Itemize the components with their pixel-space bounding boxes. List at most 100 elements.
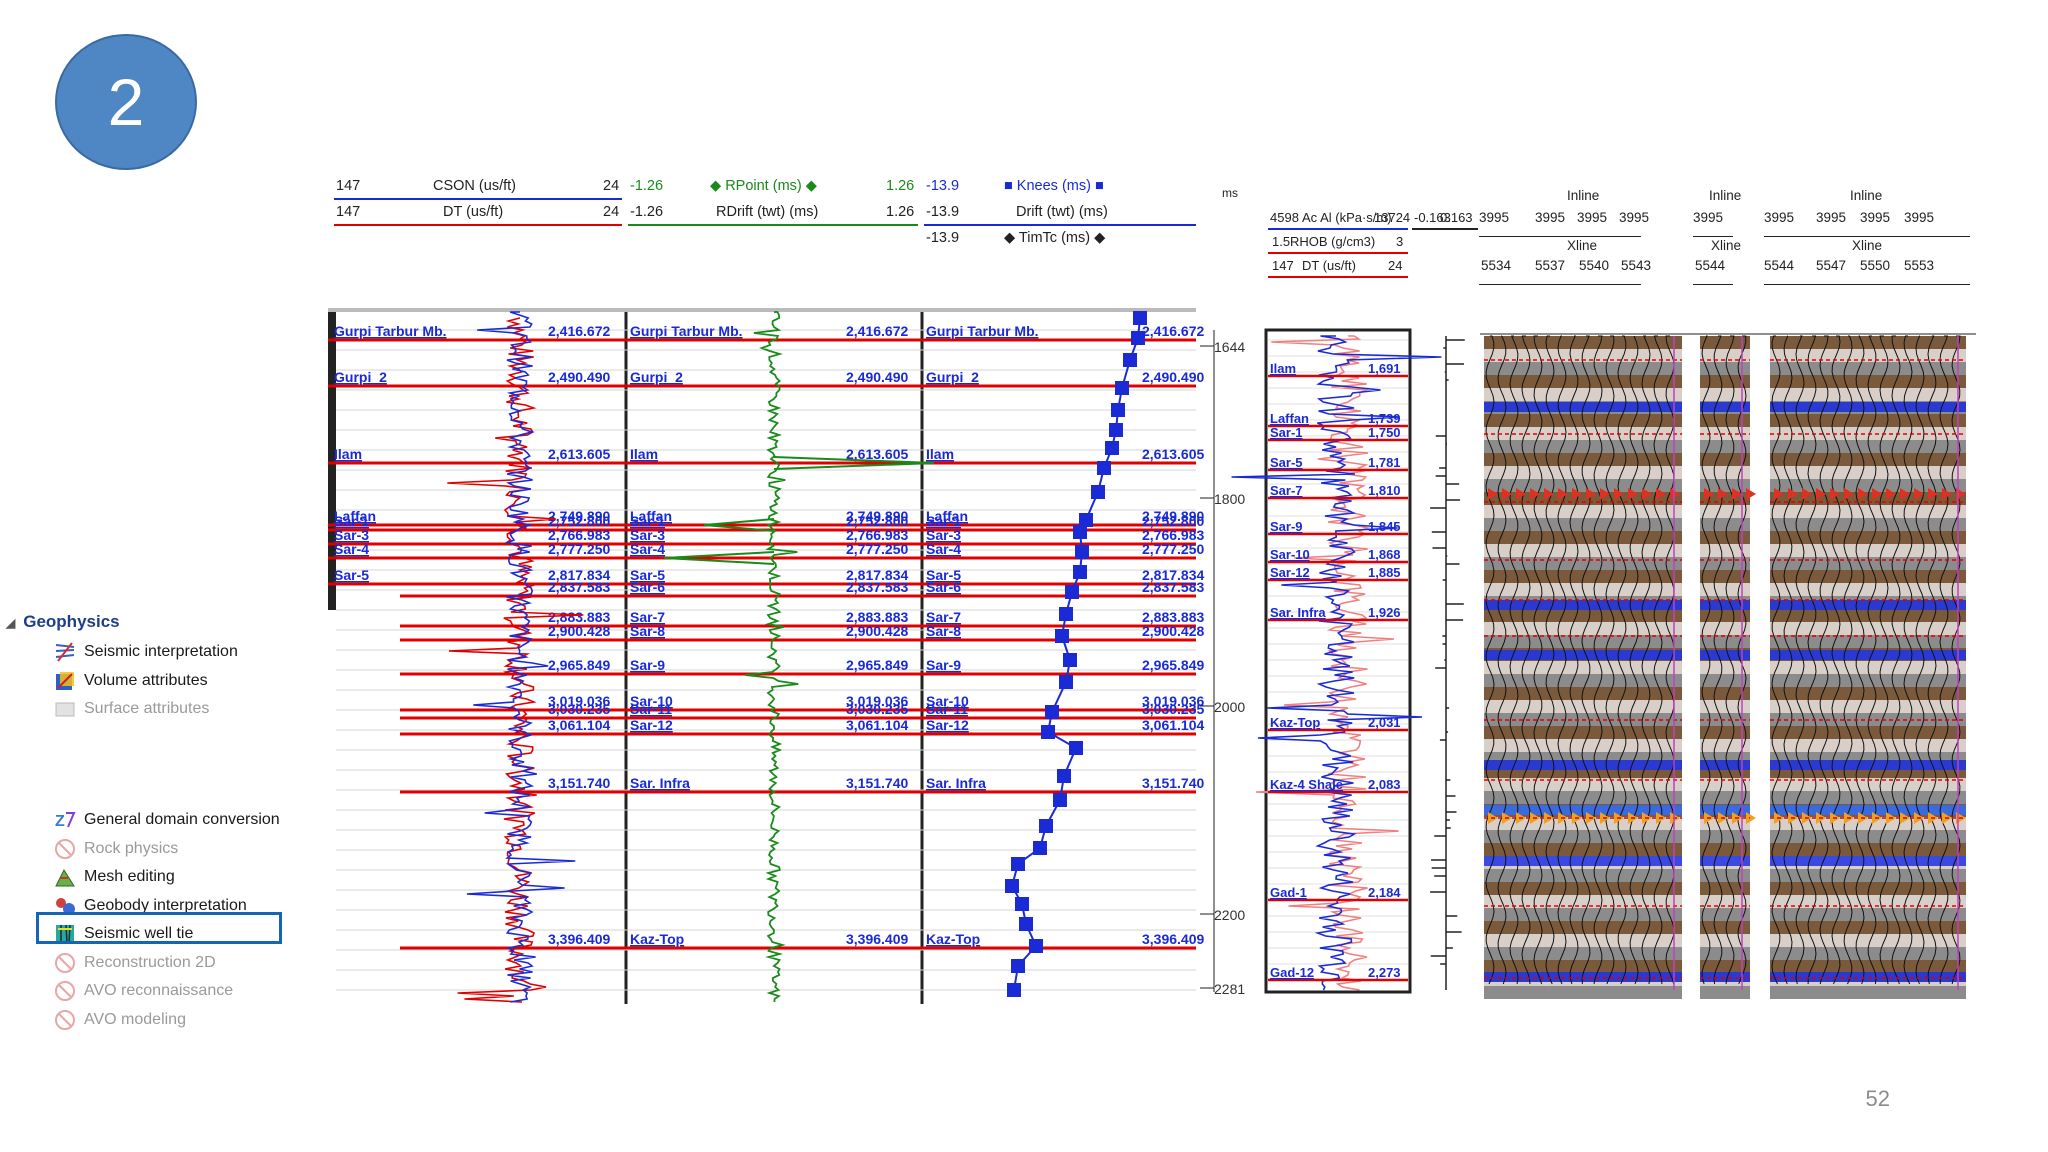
seismic-marker (1830, 488, 1840, 500)
seismic-marker (1928, 488, 1938, 500)
tree-item-rock-physics[interactable]: Rock physics (54, 836, 178, 862)
tree-item-label: Seismic interpretation (84, 643, 238, 660)
seismic-band (1484, 544, 1682, 557)
seismic-band (1700, 531, 1750, 544)
knee-point (1015, 897, 1029, 911)
well-top-name: Sar-8 (926, 623, 961, 639)
seismic-band (1700, 843, 1750, 856)
tree-item-label: AVO reconnaissance (84, 982, 234, 999)
seismic-marker (1502, 488, 1512, 500)
tree-item-avo-modeling[interactable]: AVO modeling (54, 1007, 186, 1033)
synth-top-name: Sar. Infra (1270, 605, 1326, 620)
seismic-trace (1891, 335, 1901, 985)
t3-r2-name: Drift (twt) (ms) (1016, 204, 1108, 220)
well-top-name: Sar-9 (926, 657, 961, 673)
seismic-trace (1653, 335, 1663, 985)
synth-top-name: Gad-12 (1270, 965, 1314, 980)
well-top-depth: 2,817.834 (846, 567, 908, 583)
well-top-depth: 2,749.890 (548, 508, 610, 524)
well-top-depth: 3,030.235 (846, 701, 908, 717)
tree-item-reconstruction-2d[interactable]: Reconstruction 2D (54, 950, 216, 976)
seismic-trace (1701, 335, 1711, 985)
seismic-blue-event (1700, 760, 1750, 770)
well-top-depth: 2,837.583 (1142, 579, 1204, 595)
seismic-panel-2 (1700, 335, 1756, 999)
time-unit: ms (1222, 186, 1238, 200)
seismic-band (1700, 388, 1750, 401)
tree-group-geophysics[interactable]: ◢ Geophysics (6, 612, 120, 632)
well-top-depth: 3,061.104 (846, 717, 908, 733)
well-top-name: Sar-9 (630, 657, 665, 673)
synth-r2-name: RHOB (g/cm3) (1290, 234, 1376, 249)
seismic-marker (1844, 488, 1854, 500)
tree-item-surface-attributes[interactable]: Surface attributes (54, 696, 209, 722)
seismic-band (1484, 466, 1682, 479)
tree-item-seismic-well-tie[interactable]: Seismic well tie (54, 921, 193, 947)
knee-point (1057, 769, 1071, 783)
seismic-band (1700, 622, 1750, 635)
knee-point (1073, 565, 1087, 579)
rpoint-spike (773, 456, 935, 470)
well-top-name: Laffan (334, 508, 376, 524)
synth-top-name: Ilam (1270, 361, 1296, 376)
knee-point (1033, 841, 1047, 855)
seismic-band (1484, 492, 1682, 505)
seismic-band (1484, 986, 1682, 999)
seismic-band (1770, 843, 1966, 856)
knee-point (1065, 585, 1079, 599)
well-top-depth: 3,151.740 (1142, 775, 1204, 791)
knee-point (1041, 725, 1055, 739)
seismic-blue-event (1484, 650, 1682, 660)
tree-item-geobody-interpretation[interactable]: Geobody interpretation (54, 893, 247, 919)
seismic-band (1484, 505, 1682, 518)
well-top-depth: 2,752.800 (548, 513, 610, 529)
knee-point (1007, 983, 1021, 997)
geobody-icon (54, 895, 76, 917)
well-top-name: Sar-5 (334, 567, 369, 583)
knee-point (1091, 485, 1105, 499)
knee-point (1097, 461, 1111, 475)
well-top-depth: 2,883.883 (1142, 609, 1204, 625)
svg-text:Z: Z (55, 813, 65, 830)
collapse-icon[interactable]: ◢ (6, 616, 16, 630)
knee-point (1045, 705, 1059, 719)
synth-r3-name: DT (us/ft) (1302, 258, 1356, 273)
well-top-depth: 2,749.890 (1142, 508, 1204, 524)
knee-point (1109, 423, 1123, 437)
seismic-marker (1516, 488, 1526, 500)
tree-item-volume-attributes[interactable]: Volume attributes (54, 668, 208, 694)
panel-number: 3995 (1816, 210, 1847, 225)
well-top-depth: 2,613.605 (548, 446, 610, 462)
seismic-marker (1572, 488, 1582, 500)
well-top-depth: 2,777.250 (548, 541, 610, 557)
seismic-band (1700, 518, 1750, 531)
knee-point (1105, 441, 1119, 455)
seismic-band (1484, 934, 1682, 947)
seismic-band (1700, 479, 1750, 492)
synth-r2-min: 1.5 (1272, 234, 1291, 249)
panel2-inline-label: Inline (1709, 188, 1742, 203)
well-top-depth: 3,151.740 (846, 775, 908, 791)
seismic-marker (1656, 488, 1666, 500)
seismic-band (1770, 635, 1966, 648)
synth-top-time: 1,750 (1368, 425, 1401, 440)
seismic-band (1770, 466, 1966, 479)
well-top-depth: 2,900.428 (1142, 623, 1204, 639)
well-top-depth: 2,613.605 (1142, 446, 1204, 462)
tree-item-seismic-interpretation[interactable]: Seismic interpretation (54, 639, 238, 665)
well-top-name: Ilam (334, 446, 362, 462)
synth-extra-min: -0.163 (1414, 210, 1451, 225)
seismic-band (1770, 791, 1966, 804)
tree-item-mesh-editing[interactable]: Mesh editing (54, 864, 175, 890)
well-top-name: Sar-12 (630, 717, 673, 733)
seismic-band (1700, 895, 1750, 908)
synth-top-time: 1,810 (1368, 483, 1401, 498)
tree-item-avo-reconnaissance[interactable]: AVO reconnaissance (54, 978, 233, 1004)
panel-number: 3995 (1577, 210, 1608, 225)
knee-point (1029, 939, 1043, 953)
well-top-depth: 2,837.583 (846, 579, 908, 595)
well-top-name: Sar-4 (630, 541, 665, 557)
tree-item-general-domain-conversion[interactable]: Z General domain conversion (54, 807, 280, 833)
well-top-depth: 3,030.235 (1142, 701, 1204, 717)
t1-r1-max: 24 (603, 178, 620, 194)
